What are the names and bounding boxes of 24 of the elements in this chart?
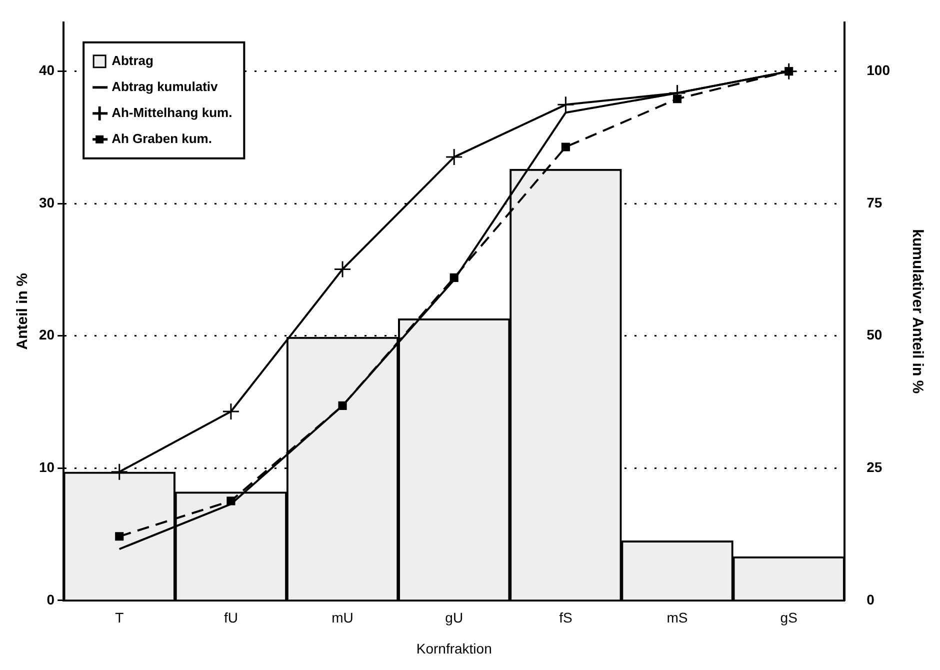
y2-tick-label: 0: [866, 591, 875, 608]
x-tick-label: gU: [445, 610, 464, 626]
y-axis-title: Anteil in %: [14, 273, 32, 350]
y2-axis-title: kumulativer Anteil in %: [908, 229, 926, 394]
legend-label: Abtrag kumulativ: [112, 78, 219, 94]
legend-label: Ah-Mittelhang kum.: [112, 104, 232, 120]
x-axis-title: Kornfraktion: [416, 640, 492, 656]
x-tick-label: mS: [666, 610, 688, 626]
y-tick-label: 40: [38, 62, 55, 78]
x-tick-label: T: [115, 610, 124, 626]
x-tick-label: fS: [559, 610, 572, 626]
y-tick-label: 30: [38, 194, 55, 210]
y-tick-label: 20: [38, 326, 55, 343]
x-tick-label: fU: [224, 610, 238, 626]
legend-label: Ah Graben kum.: [112, 130, 212, 146]
y-tick-label: 0: [46, 591, 55, 608]
y-tick-label: 10: [38, 458, 55, 475]
x-tick-label: gS: [780, 610, 798, 626]
y2-tick-label: 75: [866, 194, 882, 210]
legend-label: Abtrag: [112, 52, 154, 68]
x-tick-label: mU: [332, 610, 354, 626]
y2-tick-label: 50: [866, 326, 882, 343]
y2-tick-label: 100: [866, 62, 890, 78]
y2-tick-label: 25: [866, 458, 882, 475]
